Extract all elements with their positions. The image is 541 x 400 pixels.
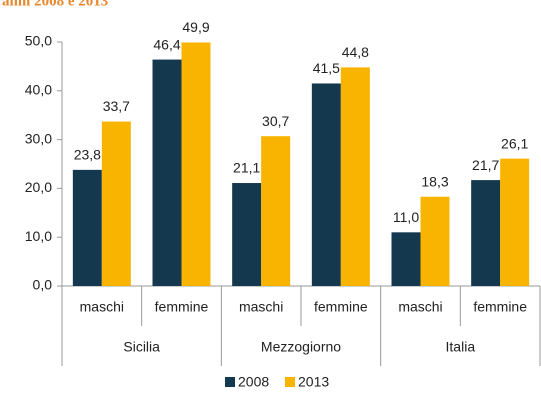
y-tick-label: 30,0 xyxy=(25,130,52,146)
legend-swatch xyxy=(285,377,295,387)
bar xyxy=(261,136,291,286)
x-tick-label: femmine xyxy=(155,299,209,315)
y-tick-label: 40,0 xyxy=(25,82,52,98)
bar xyxy=(471,180,501,286)
group-label: Sicilia xyxy=(123,339,160,355)
x-tick-label: femmine xyxy=(314,299,368,315)
value-label: 18,3 xyxy=(421,173,448,189)
bar xyxy=(152,59,182,287)
value-label: 21,7 xyxy=(472,157,499,173)
bar xyxy=(72,169,102,286)
bar xyxy=(500,158,530,286)
value-label: 11,0 xyxy=(393,209,419,225)
y-tick-label: 50,0 xyxy=(25,33,52,49)
chart-title: anni 2008 e 2013 xyxy=(2,0,108,9)
bar xyxy=(340,67,370,286)
legend-swatch xyxy=(225,377,235,387)
bar xyxy=(181,42,211,286)
value-label: 44,8 xyxy=(342,44,369,60)
bar xyxy=(391,232,421,286)
bar xyxy=(232,183,262,286)
y-tick-label: 0,0 xyxy=(33,277,53,293)
legend-label: 2008 xyxy=(238,374,269,390)
value-label: 23,8 xyxy=(74,147,101,163)
y-tick-label: 10,0 xyxy=(25,228,52,244)
bar xyxy=(101,121,131,286)
legend-label: 2013 xyxy=(298,374,329,390)
bar xyxy=(420,196,450,286)
x-tick-label: maschi xyxy=(398,299,442,315)
value-label: 30,7 xyxy=(262,113,289,129)
x-tick-label: femmine xyxy=(473,299,527,315)
y-tick-label: 20,0 xyxy=(25,179,52,195)
x-tick-label: maschi xyxy=(239,299,283,315)
value-label: 41,5 xyxy=(313,60,340,76)
value-label: 46,4 xyxy=(153,36,180,52)
value-label: 49,9 xyxy=(182,19,209,35)
value-label: 33,7 xyxy=(103,98,130,114)
value-label: 21,1 xyxy=(233,160,260,176)
group-label: Italia xyxy=(446,339,476,355)
x-tick-label: maschi xyxy=(80,299,124,315)
value-label: 26,1 xyxy=(501,135,528,151)
bar xyxy=(311,83,341,286)
group-label: Mezzogiorno xyxy=(261,339,341,355)
